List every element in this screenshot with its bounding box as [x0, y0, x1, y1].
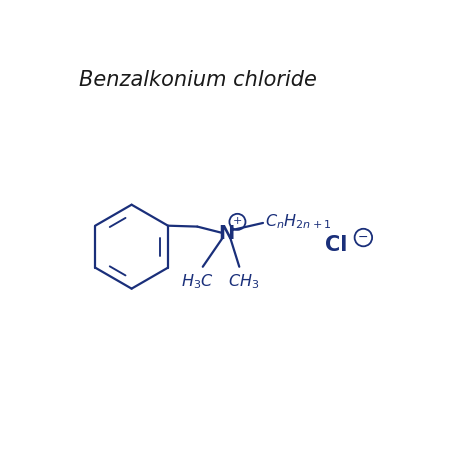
Text: −: −	[358, 231, 369, 244]
Text: N: N	[219, 224, 235, 243]
Text: $CH_3$: $CH_3$	[228, 272, 259, 291]
Text: Cl: Cl	[325, 235, 347, 255]
Text: $H_3C$: $H_3C$	[181, 272, 214, 291]
Text: $C_nH_{2n+1}$: $C_nH_{2n+1}$	[265, 212, 331, 231]
Text: +: +	[233, 217, 242, 227]
Text: Benzalkonium chloride: Benzalkonium chloride	[79, 70, 317, 90]
